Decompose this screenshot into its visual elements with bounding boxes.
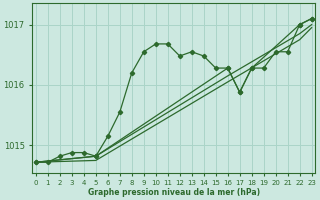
X-axis label: Graphe pression niveau de la mer (hPa): Graphe pression niveau de la mer (hPa)	[88, 188, 260, 197]
